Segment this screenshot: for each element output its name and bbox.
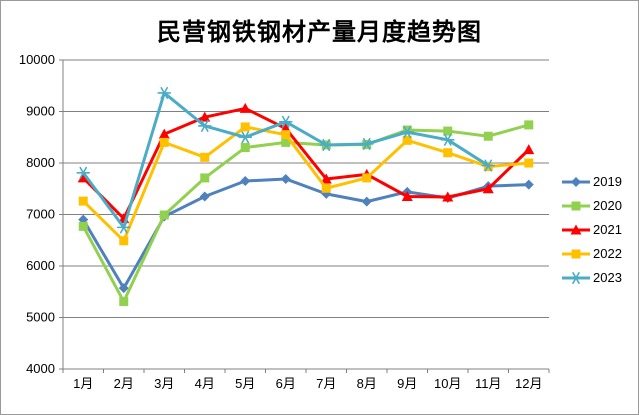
series-line-2020: [81, 123, 531, 304]
x-axis-label: 7月: [316, 376, 336, 391]
marker-2020: [119, 297, 129, 307]
marker-2020: [200, 173, 210, 183]
marker-2023: [119, 221, 128, 234]
marker-2021: [482, 183, 494, 194]
legend-marker-2020: [571, 201, 581, 211]
marker-2019: [523, 179, 534, 190]
marker-2022: [281, 130, 291, 140]
marker-2023: [484, 159, 493, 172]
marker-2021: [239, 102, 251, 113]
marker-2023: [281, 115, 290, 128]
y-axis-label: 7000: [26, 207, 55, 222]
y-axis-label: 6000: [26, 258, 55, 273]
marker-2021: [523, 144, 535, 155]
marker-2022: [402, 135, 412, 145]
marker-2022: [119, 236, 129, 246]
marker-2019: [240, 176, 251, 187]
marker-2020: [483, 131, 493, 141]
legend-label-2019: 2019: [593, 174, 622, 189]
marker-2020: [524, 120, 534, 130]
marker-2020: [240, 143, 250, 153]
marker-2019: [361, 196, 372, 207]
legend-label-2020: 2020: [593, 198, 622, 213]
marker-2023: [362, 137, 371, 150]
x-axis-label: 6月: [276, 376, 296, 391]
marker-2021: [442, 191, 454, 202]
x-axis-label: 3月: [154, 376, 174, 391]
marker-2023: [443, 133, 452, 146]
x-axis-label: 5月: [235, 376, 255, 391]
marker-2023: [200, 119, 209, 132]
x-axis-label: 2月: [114, 376, 134, 391]
x-axis-label: 8月: [357, 376, 377, 391]
x-axis-label: 12月: [515, 376, 542, 391]
x-axis-label: 9月: [397, 376, 417, 391]
marker-2021: [77, 172, 89, 183]
marker-2020: [443, 126, 453, 136]
marker-2022: [362, 173, 372, 183]
marker-2022: [443, 148, 453, 158]
y-axis-label: 5000: [26, 310, 55, 325]
legend-label-2022: 2022: [593, 246, 622, 261]
marker-2021: [199, 111, 211, 122]
marker-2022: [240, 122, 250, 132]
legend-marker-2021: [570, 224, 582, 235]
marker-2023: [403, 126, 412, 139]
marker-2020: [281, 137, 291, 147]
x-axis-label: 10月: [434, 376, 461, 391]
marker-2023: [79, 166, 88, 179]
y-axis-label: 9000: [26, 104, 55, 119]
marker-2022: [321, 183, 331, 193]
marker-2022: [524, 158, 534, 168]
legend-marker-2022: [571, 249, 581, 259]
y-axis-label: 10000: [19, 52, 55, 67]
chart-title: 民营钢铁钢材产量月度趋势图: [157, 19, 482, 46]
marker-2022: [78, 196, 88, 206]
marker-2020: [78, 221, 88, 231]
y-axis-label: 4000: [26, 361, 55, 376]
marker-2021: [320, 173, 332, 184]
legend-marker-2019: [571, 177, 581, 187]
legend-marker-2023: [572, 272, 580, 284]
marker-2023: [241, 131, 250, 144]
marker-2022: [200, 152, 210, 162]
legend-label-2021: 2021: [593, 222, 622, 237]
marker-2019: [199, 191, 210, 202]
x-axis-label: 11月: [475, 376, 502, 391]
marker-2020: [159, 210, 169, 220]
marker-2020: [402, 125, 412, 135]
series-line-2023: [81, 91, 490, 229]
marker-2021: [158, 128, 170, 139]
marker-2023: [160, 86, 169, 99]
marker-2021: [401, 190, 413, 201]
x-axis-label: 1月: [73, 376, 93, 391]
x-axis-label: 4月: [195, 376, 215, 391]
legend-label-2023: 2023: [593, 270, 622, 285]
series-line-2022: [81, 125, 531, 243]
marker-2019: [118, 283, 129, 294]
series-line-2021: [81, 106, 531, 221]
marker-2019: [280, 173, 291, 184]
y-axis-label: 8000: [26, 155, 55, 170]
marker-2023: [322, 138, 331, 151]
marker-2022: [159, 137, 169, 147]
